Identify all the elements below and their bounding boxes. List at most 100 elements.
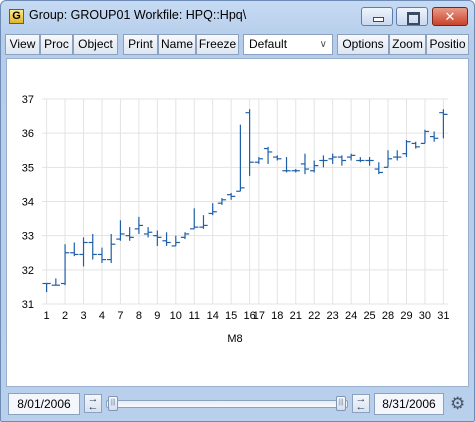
hloc-bar	[254, 157, 263, 164]
view-button[interactable]: View	[5, 34, 40, 55]
hloc-bar	[356, 157, 365, 163]
hloc-bar	[143, 227, 153, 238]
sample-bar: 8/01/2006 → ← ··· ||| ||| → ← 8/31/2006 ⚙	[6, 392, 469, 416]
sample-start-date: 8/01/2006	[8, 393, 80, 415]
hloc-bar	[383, 150, 393, 168]
position-button[interactable]: Positio	[426, 34, 469, 55]
hloc-bar	[439, 109, 448, 139]
y-tick-label: 37	[22, 94, 34, 106]
arrows-left-right-icon: → ←	[355, 394, 367, 413]
name-button[interactable]: Name	[158, 34, 196, 55]
sample-start-thumb[interactable]: |||	[108, 396, 118, 411]
hloc-bar	[282, 157, 291, 173]
graph-style-value: Default	[249, 37, 288, 51]
hloc-bar	[162, 232, 171, 246]
x-tick-label: 28	[382, 310, 394, 322]
graph-style-select[interactable]: Default ∨	[243, 34, 333, 55]
hloc-bar	[411, 141, 420, 149]
hloc-bar	[245, 109, 254, 176]
sample-end-thumb[interactable]: |||	[336, 396, 346, 411]
arrows-left-right-icon: → ←	[87, 394, 99, 413]
group-app-icon[interactable]: G	[9, 9, 24, 24]
y-tick-label: 32	[22, 265, 34, 277]
hloc-bar	[236, 124, 245, 192]
close-button[interactable]: ✕	[432, 7, 468, 26]
close-icon: ✕	[444, 9, 456, 24]
hloc-bar	[42, 282, 51, 293]
hloc-bar	[328, 153, 337, 164]
x-axis-label: M8	[227, 333, 242, 345]
hloc-bar	[190, 208, 199, 230]
group-toolbar: View Proc Object Print Name Freeze Defau…	[5, 34, 469, 56]
hloc-bar	[107, 233, 116, 263]
hloc-bar	[319, 155, 328, 168]
freeze-button[interactable]: Freeze	[196, 34, 239, 55]
hloc-bar	[393, 150, 402, 161]
hloc-bar	[374, 162, 383, 175]
track-grip: ···	[217, 396, 225, 405]
title-bar[interactable]: G Group: GROUP01 Workfile: HPQ::Hpq\ ✕	[1, 1, 474, 33]
proc-button[interactable]: Proc	[40, 34, 73, 55]
maximize-icon	[407, 12, 420, 25]
hloc-bar	[430, 131, 439, 142]
x-tick-label: 23	[327, 310, 339, 322]
y-tick-label: 34	[22, 197, 34, 209]
x-tick-label: 10	[170, 310, 182, 322]
sample-end-arrows[interactable]: → ←	[352, 394, 370, 413]
hloc-bar	[125, 227, 134, 241]
object-button[interactable]: Object	[73, 34, 118, 55]
x-tick-label: 2	[62, 310, 68, 322]
x-tick-label: 7	[117, 310, 123, 322]
x-tick-label: 25	[363, 310, 375, 322]
x-tick-label: 4	[99, 310, 105, 322]
gear-icon[interactable]: ⚙	[450, 394, 466, 413]
hloc-bar	[310, 160, 319, 173]
hloc-bar	[291, 169, 300, 173]
zoom-button[interactable]: Zoom	[389, 34, 426, 55]
hloc-bar	[346, 153, 356, 161]
minimize-icon	[373, 17, 384, 22]
x-tick-label: 1	[44, 310, 50, 322]
x-tick-label: 30	[419, 310, 431, 322]
hloc-bar	[208, 203, 217, 216]
y-tick-label: 35	[22, 162, 34, 174]
hloc-bar	[51, 278, 60, 286]
hloc-bar	[217, 198, 227, 205]
x-tick-label: 24	[345, 310, 357, 322]
hloc-bar	[180, 232, 190, 240]
hloc-bar	[171, 235, 180, 247]
x-tick-label: 22	[308, 310, 320, 322]
hloc-bar	[88, 233, 97, 260]
x-tick-label: 3	[80, 310, 86, 322]
x-tick-label: 15	[225, 310, 237, 322]
sample-range-track[interactable]: ···	[106, 396, 348, 408]
hloc-bar	[300, 153, 310, 175]
hloc-bar	[70, 242, 79, 257]
hloc-bar	[420, 129, 430, 145]
sample-end-date: 8/31/2006	[374, 393, 444, 415]
y-tick-label: 31	[22, 299, 34, 311]
print-button[interactable]: Print	[123, 34, 158, 55]
chevron-down-icon: ∨	[319, 39, 327, 50]
chart-grid	[42, 98, 448, 305]
x-tick-label: 29	[400, 310, 412, 322]
options-button[interactable]: Options	[337, 34, 389, 55]
sample-start-arrows[interactable]: → ←	[84, 394, 102, 413]
graph-area[interactable]: 31 32 33 34 35 36 37 1 2 3 4 7 8 9 10 11 14 15 16 17 18 21 22…	[6, 58, 469, 387]
hloc-bars	[42, 109, 448, 293]
x-tick-label: 9	[154, 310, 160, 322]
hloc-bar	[60, 244, 70, 286]
y-tick-label: 36	[22, 128, 34, 140]
x-tick-label: 14	[207, 310, 219, 322]
hloc-bar	[365, 157, 374, 166]
hloc-bar	[153, 230, 162, 246]
minimize-button[interactable]	[361, 7, 393, 26]
y-tick-label: 33	[22, 231, 34, 243]
x-tick-label: 18	[271, 310, 283, 322]
x-tick-label: 17	[253, 310, 265, 322]
maximize-button[interactable]	[396, 7, 428, 26]
hloc-bar	[79, 237, 88, 267]
x-tick-label: 11	[189, 310, 200, 322]
